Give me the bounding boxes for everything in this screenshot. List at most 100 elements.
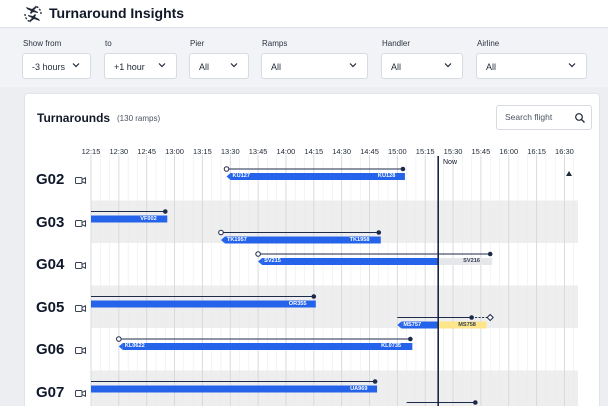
estimated-departure-marker [486, 313, 494, 322]
filter-label-airline: Airline [477, 39, 500, 48]
ramp-count: (130 ramps) [117, 114, 161, 123]
chevron-down-icon [72, 63, 80, 68]
time-tick-label: 13:00 [165, 147, 184, 156]
filter-bar: Show from -3 hours to +1 hour Pier All R… [0, 29, 608, 87]
time-tick-label: 15:00 [387, 147, 407, 156]
turnaround-bar-ua969 [91, 385, 378, 393]
ramps-value: All [271, 62, 282, 72]
departure-marker [473, 400, 478, 405]
arrival-marker [116, 336, 122, 342]
departure-marker [311, 294, 317, 299]
turnaround-bar-arrow [397, 321, 402, 329]
flight-label[interactable]: TK1958 [349, 236, 370, 243]
camera-icon[interactable] [75, 389, 86, 398]
flight-label[interactable]: KL0735 [381, 343, 402, 349]
turnaround-bar-ms757 [401, 321, 439, 329]
pier-select[interactable]: All [189, 53, 249, 79]
arrival-marker [218, 229, 224, 236]
arrival-marker [223, 166, 230, 172]
delayed-bar [438, 321, 487, 329]
app-title: Turnaround Insights [49, 5, 185, 21]
arrival-marker [255, 251, 261, 257]
time-tick-label: 12:30 [109, 147, 129, 156]
camera-icon[interactable] [75, 219, 86, 228]
filter-label-handler: Handler [382, 39, 411, 48]
flight-label[interactable]: TK1957 [226, 236, 247, 243]
scheduled-departure-marker [469, 315, 474, 320]
filter-label-show-from: Show from [23, 39, 62, 48]
camera-icon[interactable] [75, 261, 86, 270]
scroll-up-icon[interactable] [566, 171, 572, 176]
flight-label[interactable]: VF002 [140, 215, 157, 222]
pier-label: G03 [36, 213, 65, 231]
pier-value: All [199, 62, 210, 72]
search-icon[interactable] [574, 112, 586, 124]
turnaround-bar-arrow [226, 173, 231, 180]
flight-label[interactable]: OR355 [288, 300, 307, 307]
turnaround-bar-or355 [91, 300, 316, 308]
filter-label-pier: Pier [190, 39, 205, 48]
pier-label: G07 [36, 383, 65, 401]
pier-label: G04 [36, 256, 65, 273]
time-tick-label: 15:15 [415, 147, 435, 156]
chevron-down-icon [158, 63, 166, 68]
flight-label[interactable]: MS758 [458, 321, 476, 328]
handler-value: All [391, 62, 402, 72]
turnaround-bar-arrow [220, 236, 225, 244]
camera-icon[interactable] [75, 176, 86, 185]
turnaround-bar-vf002 [91, 215, 168, 223]
airline-select[interactable]: All [476, 53, 587, 79]
departure-marker [400, 166, 406, 172]
camera-icon[interactable] [75, 304, 86, 313]
handler-select[interactable]: All [381, 53, 463, 79]
to-select[interactable]: +1 hour [104, 53, 177, 79]
turnaround-bar-ku127 [230, 173, 405, 180]
turnaround-bar-sv215 [262, 258, 439, 265]
time-tick-label: 15:45 [471, 147, 491, 156]
time-tick-label: 14:45 [360, 147, 379, 156]
ramps-select[interactable]: All [261, 53, 368, 79]
show-from-select[interactable]: -3 hours [22, 53, 91, 79]
airplane-swap-icon [24, 5, 42, 23]
app-header: Turnaround Insights [0, 0, 608, 28]
filter-label-to: to [105, 39, 112, 48]
airline-value: All [486, 62, 497, 72]
turnaround-bar-arrow [118, 343, 123, 350]
turnaround-bar-arrow [258, 258, 263, 265]
time-tick-label: 15:30 [443, 147, 463, 156]
flight-label[interactable]: KU127 [232, 173, 250, 179]
time-tick-label: 13:45 [248, 147, 268, 156]
flight-label[interactable]: KU128 [377, 173, 396, 179]
time-tick-label: 12:15 [81, 147, 101, 156]
time-tick-label: 13:15 [193, 147, 212, 156]
turnaround-bar-tk1957 [224, 236, 381, 244]
search-flight-input[interactable] [505, 112, 571, 122]
pier-label: G06 [36, 341, 65, 358]
time-tick-label: 12:45 [137, 147, 157, 156]
time-tick-label: 14:30 [332, 147, 352, 156]
flight-label[interactable]: SV215 [264, 258, 281, 264]
chevron-down-icon [568, 63, 576, 68]
pier-label: G02 [36, 171, 65, 188]
departure-marker [487, 251, 493, 257]
now-label: Now [443, 159, 458, 166]
to-value: +1 hour [114, 62, 145, 72]
chevron-down-icon [349, 63, 357, 68]
turnaround-bar-kl0622 [122, 343, 413, 350]
flight-label[interactable]: UA969 [350, 385, 368, 392]
time-tick-label: 16:30 [555, 147, 574, 156]
flight-label[interactable]: MS757 [403, 321, 422, 328]
time-tick-label: 16:15 [527, 147, 546, 156]
pier-label: G05 [36, 298, 65, 316]
flight-label[interactable]: SV216 [463, 258, 480, 264]
departure-marker [376, 230, 382, 235]
search-flight-box[interactable] [496, 105, 592, 130]
card-title: Turnarounds [37, 111, 111, 125]
departure-marker [372, 379, 378, 384]
camera-icon[interactable] [75, 346, 86, 355]
flight-label[interactable]: KL0622 [124, 343, 145, 349]
departure-marker [408, 336, 413, 342]
